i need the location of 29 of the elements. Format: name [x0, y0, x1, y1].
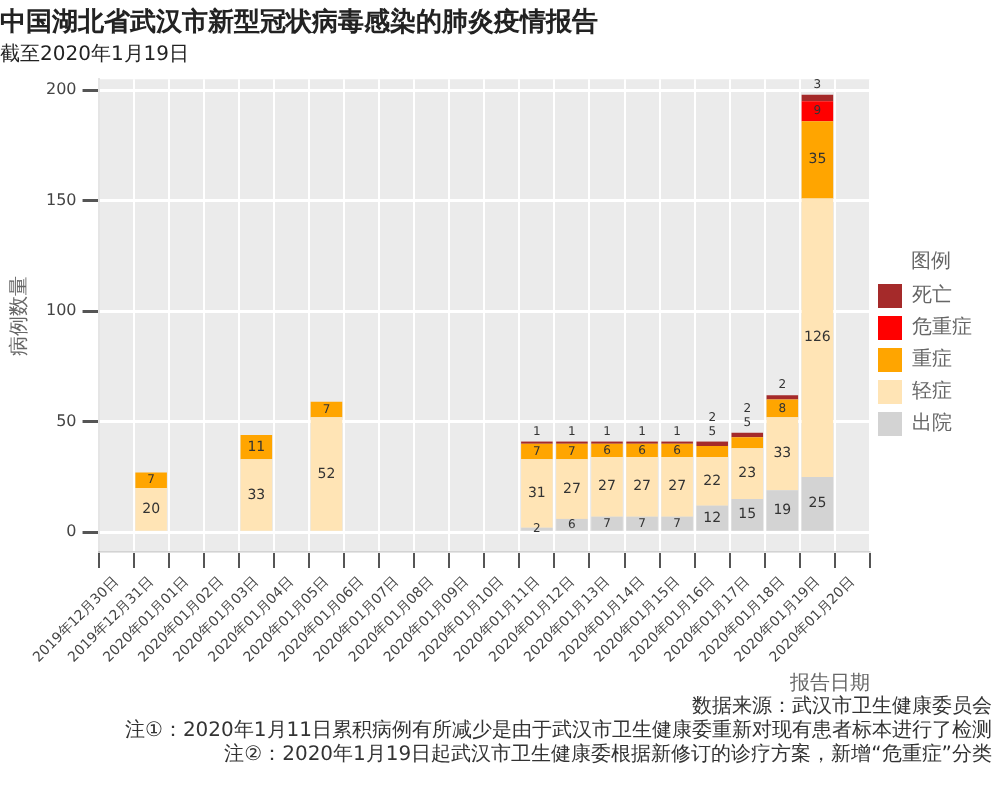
y-tick-label: 50 [56, 411, 77, 430]
chart-subtitle: 截至2020年1月19日 [0, 42, 190, 67]
bar [135, 472, 167, 488]
bar [801, 476, 834, 531]
chart-title: 中国湖北省武汉市新型冠状病毒感染的肺炎疫情报告 [0, 6, 598, 39]
bar [310, 417, 343, 531]
legend-title: 图例 [911, 251, 951, 274]
y-tick-label: 100 [45, 301, 77, 320]
legend-label: 死亡 [912, 283, 952, 308]
text: 注②：2020年1月19日起武汉市卫生健康委根据新修订的诊疗方案，新增“危重症”分类 [222, 744, 992, 768]
bar [801, 121, 834, 199]
bar [135, 487, 167, 531]
text: 注①：2020年1月11日累积病例有所减少是由于武汉市卫生健康委重新对现有患者标本进行了检测 [122, 720, 992, 743]
y-tick-label: 200 [45, 80, 77, 99]
bar [801, 198, 834, 477]
y-tick-label: 0 [66, 522, 77, 541]
y-axis-title: 病例数量 [7, 275, 32, 356]
bar [731, 432, 764, 438]
bar [766, 490, 799, 531]
legend-label: 轻症 [912, 379, 952, 404]
bar [240, 459, 273, 531]
legend-label: 出院 [912, 411, 952, 436]
legend-label: 重症 [912, 347, 952, 372]
legend-label: 危重症 [912, 315, 972, 340]
bar [766, 417, 799, 491]
x-axis-title: 报告日期 [788, 671, 870, 696]
y-tick-label: 150 [45, 190, 77, 209]
bar [801, 101, 834, 122]
source-note: 数据来源：武汉市卫生健康委员会 [690, 696, 992, 719]
